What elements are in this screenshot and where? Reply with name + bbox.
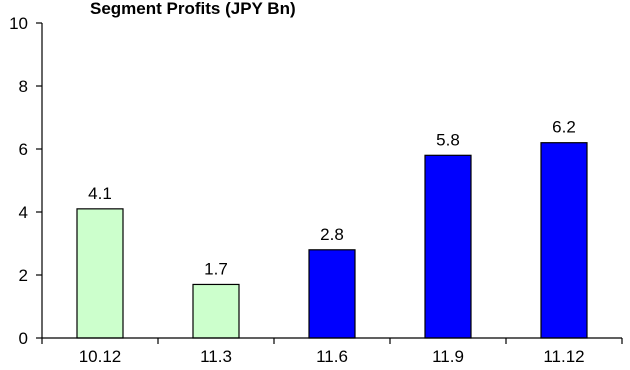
y-tick-label-0: 0	[19, 329, 28, 348]
y-tick-label-6: 6	[19, 140, 28, 159]
y-tick-label-4: 4	[19, 203, 28, 222]
bar-11-6	[308, 249, 356, 339]
x-tick-label-11-3: 11.3	[200, 347, 232, 366]
data-label-10-12: 4.1	[88, 184, 112, 203]
bar-11-3	[192, 283, 240, 339]
axes-layer: 10.12 11.3 11.6 11.9 11.12 0 2 4 6 8 10	[9, 14, 623, 366]
data-label-11-12: 6.2	[552, 118, 576, 137]
x-tick-label-11-9: 11.9	[432, 347, 464, 366]
chart-title: Segment Profits (JPY Bn)	[90, 0, 296, 18]
data-label-11-9: 5.8	[436, 130, 460, 149]
bar-11-12	[540, 142, 588, 339]
x-tick-label-11-12: 11.12	[543, 347, 584, 366]
bar-10-12	[76, 208, 124, 339]
data-label-11-3: 1.7	[204, 259, 228, 278]
data-labels-layer: 4.1 1.7 2.8 5.8 6.2	[88, 118, 576, 279]
y-tick-label-8: 8	[19, 77, 28, 96]
y-tick-label-10: 10	[9, 14, 28, 33]
bar-11-9	[424, 154, 472, 339]
x-tick-label-10-12: 10.12	[79, 347, 122, 366]
bars-layer	[76, 142, 588, 339]
y-tick-label-2: 2	[19, 266, 28, 285]
x-tick-label-11-6: 11.6	[316, 347, 348, 366]
data-label-11-6: 2.8	[320, 225, 344, 244]
